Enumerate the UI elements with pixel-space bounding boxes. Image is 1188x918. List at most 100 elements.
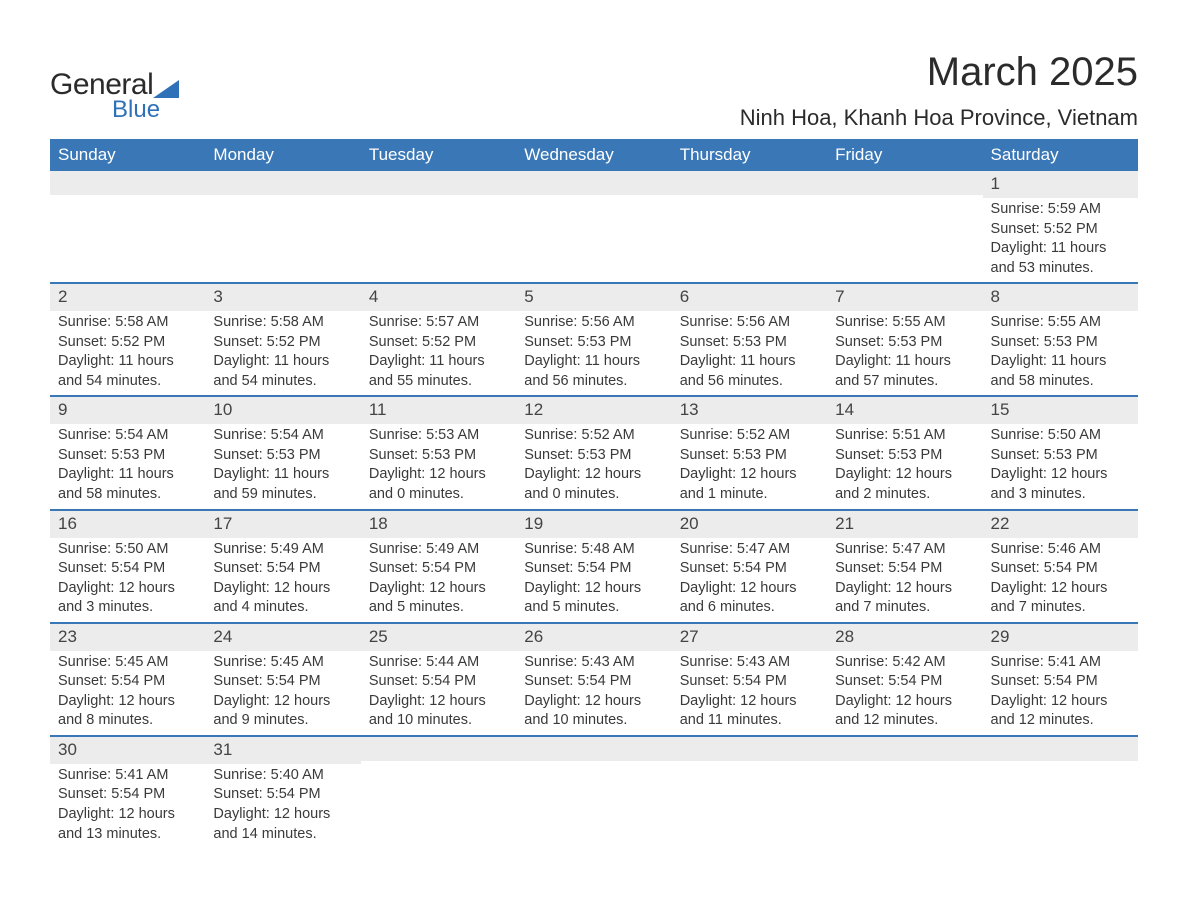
calendar-day-cell: [516, 171, 671, 283]
calendar-day-cell: [672, 736, 827, 848]
day-body: Sunrise: 5:54 AMSunset: 5:53 PMDaylight:…: [50, 424, 205, 508]
day-number: 20: [672, 511, 827, 538]
weekday-header: Thursday: [672, 139, 827, 171]
day-body: Sunrise: 5:45 AMSunset: 5:54 PMDaylight:…: [205, 651, 360, 735]
calendar-day-cell: [827, 171, 982, 283]
calendar-day-cell: 17Sunrise: 5:49 AMSunset: 5:54 PMDayligh…: [205, 510, 360, 623]
calendar-day-cell: 7Sunrise: 5:55 AMSunset: 5:53 PMDaylight…: [827, 283, 982, 396]
sunrise-line: Sunrise: 5:41 AM: [991, 653, 1130, 673]
day-number: 29: [983, 624, 1138, 651]
sunrise-line: Sunrise: 5:42 AM: [835, 653, 974, 673]
logo: General Blue: [50, 68, 179, 124]
day-body: Sunrise: 5:41 AMSunset: 5:54 PMDaylight:…: [50, 764, 205, 848]
sunset-line: Sunset: 5:54 PM: [991, 559, 1130, 579]
day-number: 9: [50, 397, 205, 424]
day-body: Sunrise: 5:55 AMSunset: 5:53 PMDaylight:…: [827, 311, 982, 395]
sunset-line: Sunset: 5:54 PM: [524, 559, 663, 579]
day-number: 12: [516, 397, 671, 424]
day-number: 4: [361, 284, 516, 311]
day-number: 3: [205, 284, 360, 311]
sunrise-line: Sunrise: 5:58 AM: [213, 313, 352, 333]
daylight-line: Daylight: 12 hours and 8 minutes.: [58, 692, 197, 731]
sunrise-line: Sunrise: 5:59 AM: [991, 200, 1130, 220]
daylight-line: Daylight: 11 hours and 54 minutes.: [213, 352, 352, 391]
calendar-day-cell: 23Sunrise: 5:45 AMSunset: 5:54 PMDayligh…: [50, 623, 205, 736]
calendar-day-cell: 3Sunrise: 5:58 AMSunset: 5:52 PMDaylight…: [205, 283, 360, 396]
weekday-header: Saturday: [983, 139, 1138, 171]
sunrise-line: Sunrise: 5:49 AM: [369, 540, 508, 560]
day-body: Sunrise: 5:50 AMSunset: 5:54 PMDaylight:…: [50, 538, 205, 622]
calendar-day-cell: [205, 171, 360, 283]
sunset-line: Sunset: 5:54 PM: [213, 672, 352, 692]
sunset-line: Sunset: 5:54 PM: [369, 672, 508, 692]
day-number: 24: [205, 624, 360, 651]
day-body: [50, 195, 205, 267]
sunset-line: Sunset: 5:54 PM: [680, 672, 819, 692]
day-number: 31: [205, 737, 360, 764]
sunrise-line: Sunrise: 5:45 AM: [213, 653, 352, 673]
daylight-line: Daylight: 12 hours and 5 minutes.: [369, 579, 508, 618]
day-body: Sunrise: 5:43 AMSunset: 5:54 PMDaylight:…: [516, 651, 671, 735]
sunrise-line: Sunrise: 5:55 AM: [835, 313, 974, 333]
sunrise-line: Sunrise: 5:54 AM: [213, 426, 352, 446]
daylight-line: Daylight: 12 hours and 10 minutes.: [524, 692, 663, 731]
day-body: Sunrise: 5:58 AMSunset: 5:52 PMDaylight:…: [205, 311, 360, 395]
daylight-line: Daylight: 12 hours and 7 minutes.: [835, 579, 974, 618]
day-body: Sunrise: 5:42 AMSunset: 5:54 PMDaylight:…: [827, 651, 982, 735]
weekday-header-row: Sunday Monday Tuesday Wednesday Thursday…: [50, 139, 1138, 171]
sunset-line: Sunset: 5:54 PM: [369, 559, 508, 579]
day-number: 8: [983, 284, 1138, 311]
day-number: 11: [361, 397, 516, 424]
sunrise-line: Sunrise: 5:51 AM: [835, 426, 974, 446]
sunset-line: Sunset: 5:54 PM: [835, 559, 974, 579]
sunrise-line: Sunrise: 5:47 AM: [835, 540, 974, 560]
daylight-line: Daylight: 11 hours and 55 minutes.: [369, 352, 508, 391]
sunrise-line: Sunrise: 5:43 AM: [524, 653, 663, 673]
sunset-line: Sunset: 5:54 PM: [58, 559, 197, 579]
calendar-day-cell: [516, 736, 671, 848]
sunset-line: Sunset: 5:53 PM: [835, 333, 974, 353]
calendar-day-cell: 6Sunrise: 5:56 AMSunset: 5:53 PMDaylight…: [672, 283, 827, 396]
day-body: Sunrise: 5:47 AMSunset: 5:54 PMDaylight:…: [672, 538, 827, 622]
calendar-week-row: 1Sunrise: 5:59 AMSunset: 5:52 PMDaylight…: [50, 171, 1138, 283]
sunset-line: Sunset: 5:53 PM: [835, 446, 974, 466]
day-body: [827, 761, 982, 833]
calendar-day-cell: 12Sunrise: 5:52 AMSunset: 5:53 PMDayligh…: [516, 396, 671, 509]
calendar-day-cell: 24Sunrise: 5:45 AMSunset: 5:54 PMDayligh…: [205, 623, 360, 736]
sunset-line: Sunset: 5:53 PM: [524, 446, 663, 466]
day-number: 15: [983, 397, 1138, 424]
calendar-day-cell: 4Sunrise: 5:57 AMSunset: 5:52 PMDaylight…: [361, 283, 516, 396]
day-body: Sunrise: 5:43 AMSunset: 5:54 PMDaylight:…: [672, 651, 827, 735]
daylight-line: Daylight: 12 hours and 11 minutes.: [680, 692, 819, 731]
sunrise-line: Sunrise: 5:58 AM: [58, 313, 197, 333]
day-number: 27: [672, 624, 827, 651]
day-number: 16: [50, 511, 205, 538]
sunset-line: Sunset: 5:53 PM: [991, 446, 1130, 466]
calendar-day-cell: 2Sunrise: 5:58 AMSunset: 5:52 PMDaylight…: [50, 283, 205, 396]
day-number: 17: [205, 511, 360, 538]
daylight-line: Daylight: 12 hours and 2 minutes.: [835, 465, 974, 504]
calendar-day-cell: 1Sunrise: 5:59 AMSunset: 5:52 PMDaylight…: [983, 171, 1138, 283]
weekday-header: Monday: [205, 139, 360, 171]
day-body: Sunrise: 5:59 AMSunset: 5:52 PMDaylight:…: [983, 198, 1138, 282]
day-number: 21: [827, 511, 982, 538]
sunset-line: Sunset: 5:54 PM: [213, 785, 352, 805]
day-number: 28: [827, 624, 982, 651]
day-body: Sunrise: 5:53 AMSunset: 5:53 PMDaylight:…: [361, 424, 516, 508]
day-number: [672, 737, 827, 761]
daylight-line: Daylight: 12 hours and 10 minutes.: [369, 692, 508, 731]
sunrise-line: Sunrise: 5:50 AM: [991, 426, 1130, 446]
calendar-day-cell: 9Sunrise: 5:54 AMSunset: 5:53 PMDaylight…: [50, 396, 205, 509]
sunrise-line: Sunrise: 5:41 AM: [58, 766, 197, 786]
calendar-week-row: 2Sunrise: 5:58 AMSunset: 5:52 PMDaylight…: [50, 283, 1138, 396]
day-number: [827, 171, 982, 195]
calendar-day-cell: 30Sunrise: 5:41 AMSunset: 5:54 PMDayligh…: [50, 736, 205, 848]
calendar-table: Sunday Monday Tuesday Wednesday Thursday…: [50, 139, 1138, 848]
calendar-day-cell: 8Sunrise: 5:55 AMSunset: 5:53 PMDaylight…: [983, 283, 1138, 396]
calendar-day-cell: [361, 736, 516, 848]
logo-text-blue: Blue: [112, 96, 179, 124]
weekday-header: Friday: [827, 139, 982, 171]
calendar-day-cell: 18Sunrise: 5:49 AMSunset: 5:54 PMDayligh…: [361, 510, 516, 623]
title-block: March 2025 Ninh Hoa, Khanh Hoa Province,…: [740, 50, 1138, 131]
daylight-line: Daylight: 12 hours and 12 minutes.: [991, 692, 1130, 731]
